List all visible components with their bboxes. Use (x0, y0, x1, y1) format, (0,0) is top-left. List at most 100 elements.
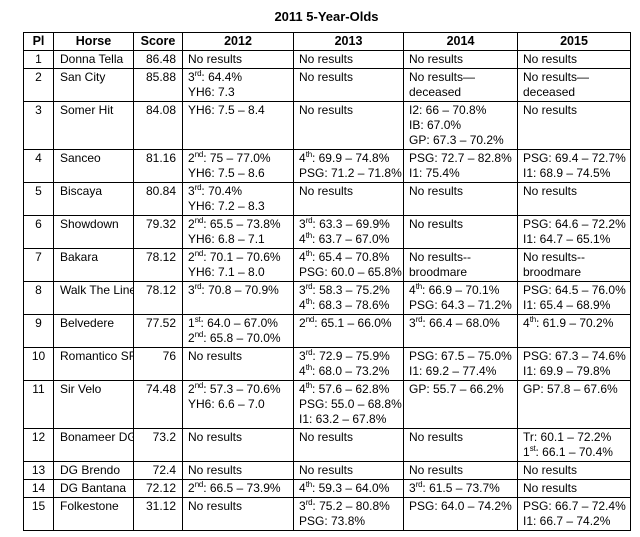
result-line: 3rd: 63.3 – 69.9% (299, 216, 390, 232)
cell-results-2012: 2nd: 65.5 – 73.8% YH6: 6.8 – 7.1 (182, 215, 294, 249)
result-line: No results (299, 52, 354, 66)
cell-score: 74.48 (133, 380, 183, 429)
cell-results-2013: No results (293, 182, 404, 216)
result-line: deceased (523, 85, 576, 99)
cell-place: 2 (23, 68, 54, 102)
result-line: 3rd: 70.4% (188, 183, 243, 199)
cell-horse-name: Sir Velo (53, 380, 134, 429)
cell-results-2012: No results (182, 497, 294, 531)
result-line: PSG: 71.2 – 71.8% (299, 166, 402, 180)
cell-results-2015: PSG: 64.6 – 72.2% I1: 64.7 – 65.1% (517, 215, 631, 249)
result-line: Tr: 60.1 – 72.2% (523, 430, 612, 444)
result-line: 4th: 68.3 – 78.6% (299, 297, 390, 313)
cell-horse-name: Romantico SF (53, 347, 134, 381)
result-line: YH6: 7.2 – 8.3 (188, 199, 265, 213)
cell-horse-name: Biscaya (53, 182, 134, 216)
cell-place: 15 (23, 497, 54, 531)
table-row: 15 Folkestone 31.12 No results 3rd: 75.2 – 8… (23, 497, 631, 531)
cell-results-2012: 3rd: 70.8 – 70.9% (182, 281, 294, 315)
cell-results-2015: No results— deceased (517, 68, 631, 102)
cell-results-2013: 2nd: 65.1 – 66.0% (293, 314, 404, 348)
result-line: I1: 63.2 – 67.8% (299, 412, 387, 426)
result-line: 2nd: 65.5 – 73.8% (188, 216, 281, 232)
result-line: 3rd: 64.4% (188, 69, 243, 85)
result-line: GP: 67.3 – 70.2% (409, 133, 504, 147)
cell-score: 79.32 (133, 215, 183, 249)
cell-score: 76 (133, 347, 183, 381)
result-line: No results (523, 184, 578, 198)
cell-place: 4 (23, 149, 54, 183)
result-line: 4th: 69.9 – 74.8% (299, 150, 390, 166)
table-row: 8 Walk The Line 78.12 3rd: 70.8 – 70.9% 3rd:… (23, 281, 631, 315)
result-line: I1: 68.9 – 74.5% (523, 166, 611, 180)
header-2015: 2015 (517, 32, 631, 51)
result-line: PSG: 55.0 – 68.8% (299, 397, 402, 411)
cell-results-2013: 4th: 69.9 – 74.8% PSG: 71.2 – 71.8% (293, 149, 404, 183)
result-line: I1: 75.4% (409, 166, 460, 180)
result-line: YH6: 7.3 (188, 85, 235, 99)
cell-place: 3 (23, 101, 54, 150)
result-line: I1: 69.9 – 79.8% (523, 364, 611, 378)
result-line: No results (409, 217, 464, 231)
cell-score: 77.52 (133, 314, 183, 348)
result-line: I1: 64.7 – 65.1% (523, 232, 611, 246)
header-row: Pl Horse Score 2012 2013 2014 2015 (23, 32, 631, 51)
cell-horse-name: Bonameer DG (53, 428, 134, 462)
result-line: broodmare (409, 265, 468, 279)
result-line: PSG: 64.5 – 76.0% (523, 283, 626, 297)
result-line: No results (299, 430, 354, 444)
cell-results-2013: No results (293, 50, 404, 69)
table-row: 13 DG Brendo 72.4 No results No results No re… (23, 461, 631, 480)
result-line: YH6: 6.8 – 7.1 (188, 232, 265, 246)
cell-horse-name: Folkestone (53, 497, 134, 531)
result-line: No results (409, 463, 464, 477)
cell-results-2015: 4th: 61.9 – 70.2% (517, 314, 631, 348)
result-line: I1: 65.4 – 68.9% (523, 298, 611, 312)
result-line: 3rd: 58.3 – 75.2% (299, 282, 390, 298)
result-line: No results (299, 184, 354, 198)
cell-horse-name: Walk The Line (53, 281, 134, 315)
table-header: Pl Horse Score 2012 2013 2014 2015 (23, 32, 631, 51)
header-pl: Pl (23, 32, 54, 51)
cell-results-2015: No results (517, 461, 631, 480)
table-row: 12 Bonameer DG 73.2 No results No results No … (23, 428, 631, 462)
result-line: PSG: 69.4 – 72.7% (523, 151, 626, 165)
result-line: deceased (409, 85, 462, 99)
cell-place: 14 (23, 479, 54, 498)
result-line: No results (188, 349, 243, 363)
header-horse: Horse (53, 32, 134, 51)
cell-results-2012: No results (182, 428, 294, 462)
result-line: 3rd: 66.4 – 68.0% (409, 315, 500, 331)
cell-score: 72.12 (133, 479, 183, 498)
cell-results-2013: No results (293, 101, 404, 150)
result-line: 2nd: 65.8 – 70.0% (188, 330, 281, 346)
result-line: No results (409, 52, 464, 66)
result-line: 4th: 66.9 – 70.1% (409, 282, 500, 298)
cell-results-2014: PSG: 64.0 – 74.2% (403, 497, 518, 531)
result-line: PSG: 66.7 – 72.4% (523, 499, 626, 513)
table-row: 9 Belvedere 77.52 1st: 64.0 – 67.0% 2nd: 65.… (23, 314, 631, 348)
cell-results-2012: 2nd: 75 – 77.0% YH6: 7.5 – 8.6 (182, 149, 294, 183)
cell-score: 72.4 (133, 461, 183, 480)
cell-horse-name: DG Brendo (53, 461, 134, 480)
cell-results-2012: 1st: 64.0 – 67.0% 2nd: 65.8 – 70.0% (182, 314, 294, 348)
cell-results-2014: 3rd: 66.4 – 68.0% (403, 314, 518, 348)
cell-place: 9 (23, 314, 54, 348)
table-row: 10 Romantico SF 76 No results 3rd: 72.9 – 75… (23, 347, 631, 381)
cell-results-2012: YH6: 7.5 – 8.4 (182, 101, 294, 150)
cell-results-2014: No results (403, 215, 518, 249)
cell-results-2014: No results (403, 461, 518, 480)
result-line: No results-- (523, 250, 586, 264)
result-line: 4th: 59.3 – 64.0% (299, 480, 390, 496)
cell-results-2014: No results (403, 182, 518, 216)
cell-results-2015: No results (517, 182, 631, 216)
cell-place: 6 (23, 215, 54, 249)
result-line: 4th: 57.6 – 62.8% (299, 381, 390, 397)
result-line: 2nd: 65.1 – 66.0% (299, 315, 392, 331)
cell-horse-name: Belvedere (53, 314, 134, 348)
cell-place: 10 (23, 347, 54, 381)
cell-results-2012: No results (182, 50, 294, 69)
result-line: No results (409, 430, 464, 444)
table-row: 2 San City 85.88 3rd: 64.4% YH6: 7.3 No resul… (23, 68, 631, 102)
